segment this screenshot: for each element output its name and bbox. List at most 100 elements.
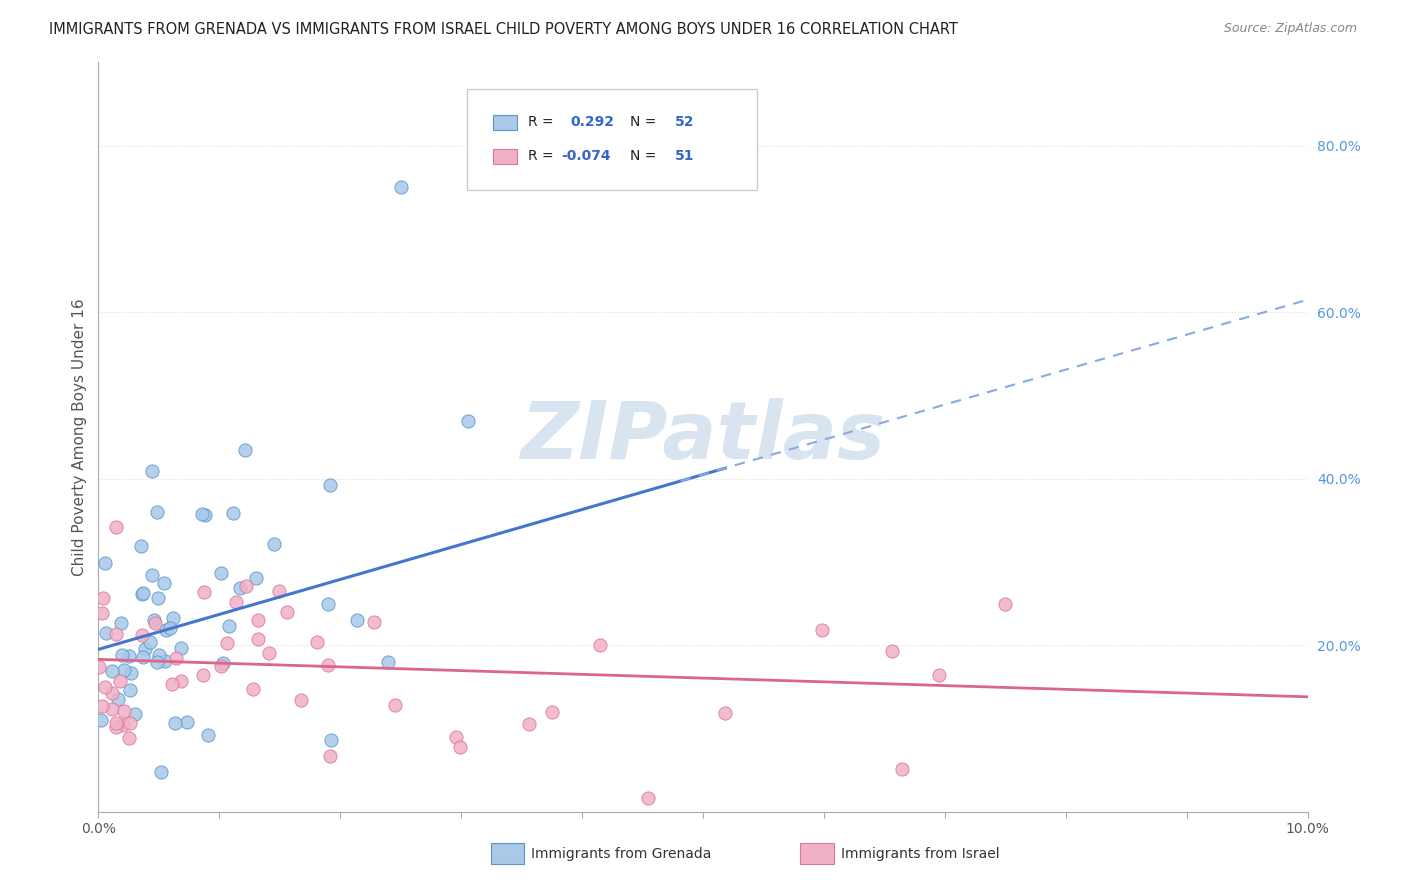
Point — [215, 636, 238, 650]
Point — [229, 582, 252, 596]
Point — [155, 654, 177, 668]
Point — [94, 556, 117, 570]
Text: -0.074: -0.074 — [561, 149, 612, 163]
Point — [90, 698, 112, 713]
Point — [176, 714, 198, 729]
Point — [141, 568, 163, 582]
Point — [165, 650, 187, 665]
Point — [139, 635, 162, 649]
Point — [124, 706, 146, 721]
Point — [235, 578, 257, 592]
Text: R =: R = — [527, 149, 558, 163]
Point — [257, 646, 280, 660]
Text: N =: N = — [630, 115, 661, 129]
Point — [134, 642, 156, 657]
Point — [194, 508, 217, 522]
Point — [242, 681, 264, 696]
Point — [209, 659, 232, 673]
Point — [104, 626, 127, 640]
Point — [165, 716, 187, 731]
Point — [148, 648, 170, 662]
Point — [118, 649, 141, 664]
Point — [112, 663, 135, 677]
Point — [517, 717, 540, 731]
Point — [444, 731, 467, 745]
Point — [363, 615, 385, 629]
Point — [170, 673, 193, 688]
Point — [145, 505, 167, 519]
Point — [162, 611, 184, 625]
Point — [245, 571, 267, 585]
Point — [221, 507, 243, 521]
Point — [105, 715, 128, 730]
Point — [111, 648, 134, 663]
Point — [637, 790, 659, 805]
Point — [101, 686, 124, 700]
Y-axis label: Child Poverty Among Boys Under 16: Child Poverty Among Boys Under 16 — [72, 298, 87, 576]
Point — [169, 641, 191, 656]
Point — [246, 613, 269, 627]
Point — [589, 639, 612, 653]
Point — [94, 680, 117, 694]
Point — [389, 180, 412, 194]
Point — [191, 668, 214, 682]
Point — [152, 575, 174, 590]
Point — [141, 464, 163, 478]
Point — [100, 702, 122, 716]
Point — [890, 763, 912, 777]
Point — [384, 698, 406, 713]
Point — [319, 478, 342, 492]
Point — [159, 621, 181, 635]
Point — [811, 623, 834, 637]
Point — [211, 656, 233, 670]
Point — [928, 668, 950, 682]
Point — [118, 683, 141, 698]
Point — [218, 619, 240, 633]
Point — [89, 659, 111, 673]
Point — [111, 718, 134, 732]
Point — [90, 606, 112, 620]
Point — [131, 587, 153, 601]
Point — [146, 591, 169, 606]
Text: 0.292: 0.292 — [569, 115, 614, 129]
Point — [143, 615, 166, 630]
Text: IMMIGRANTS FROM GRENADA VS IMMIGRANTS FROM ISRAEL CHILD POVERTY AMONG BOYS UNDER: IMMIGRANTS FROM GRENADA VS IMMIGRANTS FR… — [49, 22, 957, 37]
Point — [160, 677, 183, 691]
Point — [110, 616, 132, 631]
Point — [713, 706, 735, 720]
Point — [319, 733, 342, 747]
Point — [118, 731, 141, 746]
Text: 52: 52 — [675, 115, 695, 129]
Text: 51: 51 — [675, 149, 695, 163]
Point — [290, 693, 312, 707]
Point — [449, 740, 471, 755]
Point — [209, 566, 232, 581]
Text: ZIPatlas: ZIPatlas — [520, 398, 886, 476]
FancyBboxPatch shape — [492, 115, 517, 130]
Text: Source: ZipAtlas.com: Source: ZipAtlas.com — [1223, 22, 1357, 36]
Text: R =: R = — [527, 115, 558, 129]
Point — [541, 705, 564, 719]
Point — [197, 727, 219, 741]
Point — [107, 692, 129, 706]
FancyBboxPatch shape — [492, 149, 517, 163]
Point — [91, 591, 114, 605]
Text: Immigrants from Israel: Immigrants from Israel — [841, 847, 1000, 861]
Point — [94, 625, 117, 640]
Point — [105, 720, 128, 734]
Point — [377, 656, 399, 670]
Point — [193, 585, 215, 599]
Point — [305, 634, 328, 648]
Point — [316, 657, 339, 672]
Point — [267, 583, 290, 598]
Point — [145, 655, 167, 669]
Point — [129, 539, 152, 553]
Text: N =: N = — [630, 149, 661, 163]
Point — [132, 650, 155, 665]
Point — [150, 764, 173, 779]
Point — [131, 628, 153, 642]
Point — [120, 666, 142, 681]
Point — [191, 507, 214, 521]
FancyBboxPatch shape — [467, 88, 758, 190]
Point — [263, 537, 285, 551]
